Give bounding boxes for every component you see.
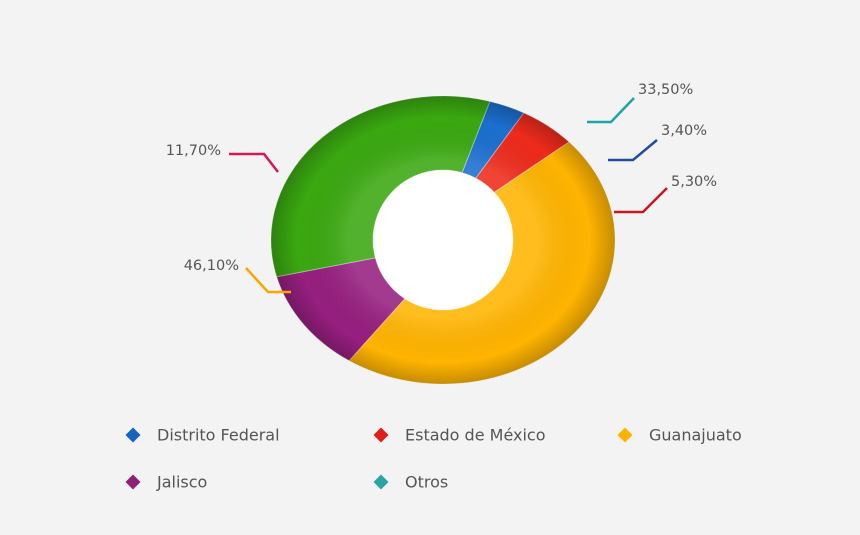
legend-marker-otros [373,474,389,490]
legend-marker-distrito-federal [125,427,141,443]
value-label-jalisco: 11,70% [166,143,221,159]
value-label-otros: 33,50% [638,82,693,98]
value-label-estado-de-mexico: 5,30% [671,174,717,190]
value-label-distrito-federal: 3,40% [661,123,707,139]
pie-slices [270,95,616,385]
leader-lines [229,97,668,294]
donut-hole [373,170,513,310]
legend-label-guanajuato: Guanajuato [649,426,742,445]
leader-line-jalisco [229,152,279,173]
leader-line-guanajuato [245,267,291,294]
legend-marker-estado-de-mexico [373,427,389,443]
leader-line-distrito-federal [608,139,658,162]
legend-label-distrito-federal: Distrito Federal [157,426,280,445]
leader-line-otros [587,97,635,124]
legend-label-jalisco: Jalisco [156,473,207,492]
legend-label-otros: Otros [405,473,448,492]
value-labels: 3,40% 5,30% 46,10% 11,70% 33,50% [166,82,717,274]
legend-marker-guanajuato [617,427,633,443]
legend-marker-jalisco [125,474,141,490]
leader-line-estado-de-mexico [614,187,668,214]
legend-label-estado-de-mexico: Estado de México [405,426,546,445]
legend: Distrito Federal Estado de México Guanajua… [125,426,742,492]
value-label-guanajuato: 46,10% [184,258,239,274]
